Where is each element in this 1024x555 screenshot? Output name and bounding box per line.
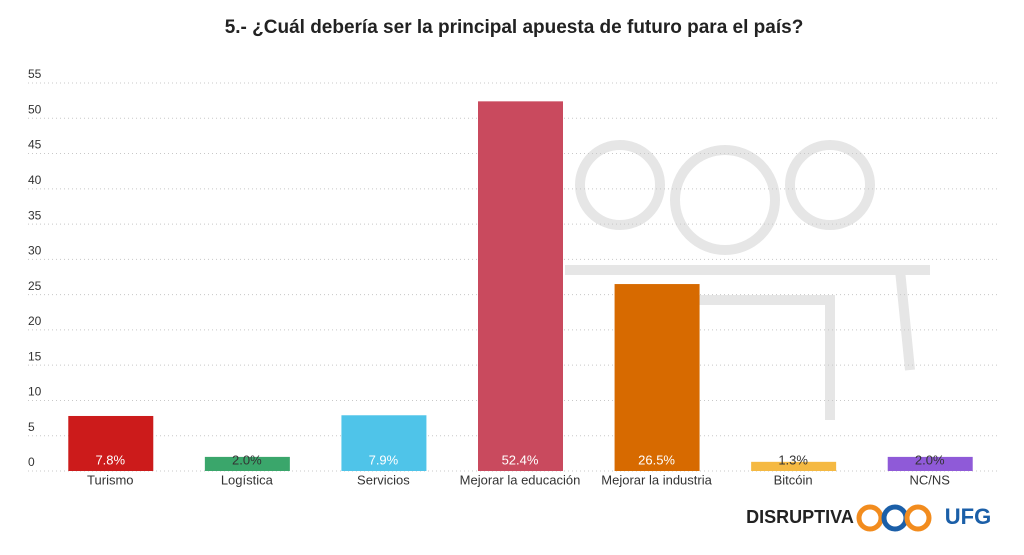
value-label: 7.8% xyxy=(95,452,125,467)
y-tick-label: 20 xyxy=(28,314,42,328)
value-label: 52.4% xyxy=(502,452,539,467)
bar xyxy=(614,284,700,471)
x-tick-label: Mejorar la educación xyxy=(460,472,581,487)
x-tick-label: Logística xyxy=(221,472,274,487)
logo: UFG xyxy=(945,504,991,529)
x-tick-label: Mejorar la industria xyxy=(601,472,712,487)
x-tick-label: Servicios xyxy=(357,472,410,487)
bar xyxy=(341,415,427,471)
y-tick-label: 45 xyxy=(28,138,42,152)
y-tick-label: 40 xyxy=(28,173,42,187)
logo: DISRUPTIVA xyxy=(746,507,854,527)
y-tick-label: 5 xyxy=(28,420,35,434)
value-label: 2.0% xyxy=(232,452,262,467)
bar xyxy=(68,415,154,471)
bar xyxy=(478,101,563,471)
bar xyxy=(204,456,290,471)
x-tick-label: NC/NS xyxy=(909,472,950,487)
y-tick-label: 55 xyxy=(28,67,42,81)
chart-title: 5.- ¿Cuál debería ser la principal apues… xyxy=(225,17,804,38)
x-tick-label: Turismo xyxy=(87,472,133,487)
y-tick-label: 30 xyxy=(28,244,42,258)
y-tick-label: 15 xyxy=(28,349,42,363)
bar xyxy=(887,456,973,471)
background-illustration xyxy=(565,140,930,420)
value-label: 7.9% xyxy=(369,452,399,467)
y-tick-label: 10 xyxy=(28,385,42,399)
x-tick-label: Bitcóin xyxy=(774,472,813,487)
y-tick-label: 50 xyxy=(28,102,42,116)
y-tick-label: 25 xyxy=(28,279,42,293)
value-label: 1.3% xyxy=(778,452,808,467)
cec-logo xyxy=(856,504,932,532)
value-label: 26.5% xyxy=(638,452,675,467)
bar xyxy=(751,461,837,471)
y-tick-label: 35 xyxy=(28,208,42,222)
y-tick-label: 0 xyxy=(28,455,35,469)
value-label: 2.0% xyxy=(915,452,945,467)
